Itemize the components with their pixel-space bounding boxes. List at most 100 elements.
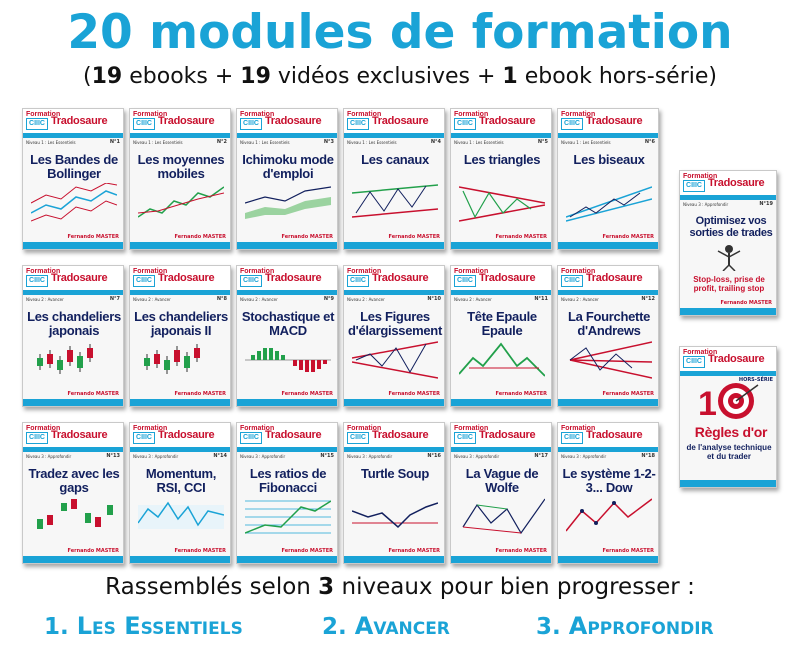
- book-title: Les triangles: [463, 152, 541, 167]
- book-prefix: Formation: [240, 425, 275, 432]
- book-band: [344, 290, 444, 295]
- book-level: Niveau 3 : Approfondir: [454, 454, 500, 459]
- book-cover: Formation CIIIC Tradosaure Niveau 1 : Les E…: [557, 108, 659, 250]
- book-brand: Tradosaure: [372, 429, 429, 441]
- book-number: N°6: [644, 139, 655, 145]
- book-header: Formation CIIIC Tradosaure: [130, 266, 230, 290]
- book-band: [451, 133, 551, 138]
- book-prefix: Formation: [683, 173, 718, 180]
- ciiic-logo: CIIIC: [683, 356, 705, 368]
- book-header: Formation CIIIC Tradosaure: [451, 423, 551, 447]
- chart-illustration-icon: [352, 341, 438, 379]
- book-footer: [344, 556, 444, 563]
- book-brand: Tradosaure: [479, 115, 536, 127]
- levels-intro-post: niveaux pour bien progresser :: [334, 574, 695, 600]
- book-footer: [130, 242, 230, 249]
- book-band: [344, 133, 444, 138]
- book-band: [558, 133, 658, 138]
- book-title: Momentum, RSI, CCI: [145, 466, 217, 495]
- book-cover: Formation CIIIC Tradosaure Niveau 3 : Appro…: [343, 422, 445, 564]
- book-level: Niveau 3 : Approfondir: [683, 202, 729, 207]
- chart-illustration-icon: [569, 341, 652, 379]
- level-label: Avancer: [354, 612, 450, 640]
- book-level: Niveau 3 : Approfondir: [561, 454, 607, 459]
- book-prefix: Formation: [347, 425, 382, 432]
- book-title: Stochastique et MACD: [241, 309, 335, 338]
- ciiic-logo: CIIIC: [561, 432, 583, 444]
- book-brand: Tradosaure: [265, 272, 322, 284]
- book-header: Formation CIIIC Tradosaure: [558, 423, 658, 447]
- book-header: Formation CIIIC Tradosaure: [344, 423, 444, 447]
- book-band: [344, 447, 444, 452]
- level-label: Approfondir: [568, 612, 714, 640]
- book-footer: [680, 480, 776, 487]
- book-band: [130, 290, 230, 295]
- book-author: Fernando MASTER: [67, 548, 119, 554]
- book-number: N°14: [213, 453, 227, 459]
- ciiic-logo: CIIIC: [561, 275, 583, 287]
- chart-illustration-icon: [138, 501, 224, 529]
- chart-illustration-icon: [352, 502, 438, 529]
- book-author: Fernando MASTER: [388, 234, 440, 240]
- book-footer: [451, 556, 551, 563]
- book-header: Formation CIIIC Tradosaure: [558, 266, 658, 290]
- subtitle-videos-count: 19: [240, 64, 271, 89]
- book-level: Niveau 3 : Approfondir: [133, 454, 179, 459]
- book-header: Formation CIIIC Tradosaure: [130, 423, 230, 447]
- book-title: Les chandeliers japonais: [27, 309, 121, 338]
- book-footer: [344, 399, 444, 406]
- book-number: N°17: [534, 453, 548, 459]
- book-footer: [23, 242, 123, 249]
- chart-illustration-icon: [462, 498, 545, 535]
- book-level: Niveau 2 : Avancer: [347, 297, 385, 302]
- subtitle-ebooks-count: 19: [91, 64, 123, 89]
- book-prefix: Formation: [683, 349, 718, 356]
- book-cover: Formation CIIIC Tradosaure Niveau 2 : Avanc…: [236, 265, 338, 407]
- book-brand: Tradosaure: [51, 429, 108, 441]
- book-level: Niveau 1 : Les Essentiels: [347, 140, 397, 145]
- subtitle-special-text: ebook hors-série): [517, 64, 717, 89]
- book-level: Niveau 1 : Les Essentiels: [26, 140, 76, 145]
- book-brand: Tradosaure: [586, 429, 643, 441]
- ciiic-logo: CIIIC: [347, 118, 369, 130]
- book-cover-regles-or: Formation CIIIC Tradosaure HORS-SÉRIE 1 …: [679, 346, 777, 488]
- book-author: Fernando MASTER: [281, 548, 333, 554]
- book-title: Les canaux: [361, 152, 429, 167]
- book-prefix: Formation: [347, 268, 382, 275]
- book-brand: Tradosaure: [586, 115, 643, 127]
- book-prefix: Formation: [26, 111, 61, 118]
- chart-illustration-icon: [459, 186, 545, 222]
- ciiic-logo: CIIIC: [347, 275, 369, 287]
- book-subtitle: de l'analyse technique et du trader: [686, 443, 772, 461]
- book-number: N°3: [323, 139, 334, 145]
- book-number: N°16: [427, 453, 441, 459]
- levels-intro-pre: Rassemblés selon: [105, 574, 319, 600]
- level-item-essentiels: 1. Les Essentiels: [44, 612, 243, 640]
- book-subtitle: Stop-loss, prise de profit, trailing sto…: [693, 275, 765, 293]
- book-cover: Formation CIIIC Tradosaure Niveau 3 : Appro…: [22, 422, 124, 564]
- book-author: Fernando MASTER: [495, 234, 547, 240]
- book-footer: [130, 556, 230, 563]
- book-band: [237, 290, 337, 295]
- book-footer: [130, 399, 230, 406]
- book-cover: Formation CIIIC Tradosaure Niveau 3 : Appro…: [236, 422, 338, 564]
- book-level: Niveau 3 : Approfondir: [26, 454, 72, 459]
- chart-illustration-icon: [144, 344, 200, 374]
- book-band: [680, 195, 776, 200]
- subtitle-open: (: [83, 64, 92, 89]
- book-level: Niveau 2 : Avancer: [561, 297, 599, 302]
- book-band: [237, 447, 337, 452]
- ciiic-logo: CIIIC: [454, 118, 476, 130]
- ciiic-logo: CIIIC: [454, 275, 476, 287]
- book-level: Niveau 2 : Avancer: [26, 297, 64, 302]
- book-band: [558, 447, 658, 452]
- book-brand: Tradosaure: [479, 272, 536, 284]
- book-number: N°8: [216, 296, 227, 302]
- book-cover: Formation CIIIC Tradosaure Niveau 1 : Les E…: [129, 108, 231, 250]
- book-footer: [451, 242, 551, 249]
- book-number: N°11: [534, 296, 548, 302]
- book-prefix: Formation: [133, 268, 168, 275]
- page-subtitle: (19 ebooks + 19 vidéos exclusives + 1 eb…: [0, 62, 800, 92]
- book-title: Les moyennes mobiles: [137, 152, 225, 181]
- book-level: Niveau 2 : Avancer: [454, 297, 492, 302]
